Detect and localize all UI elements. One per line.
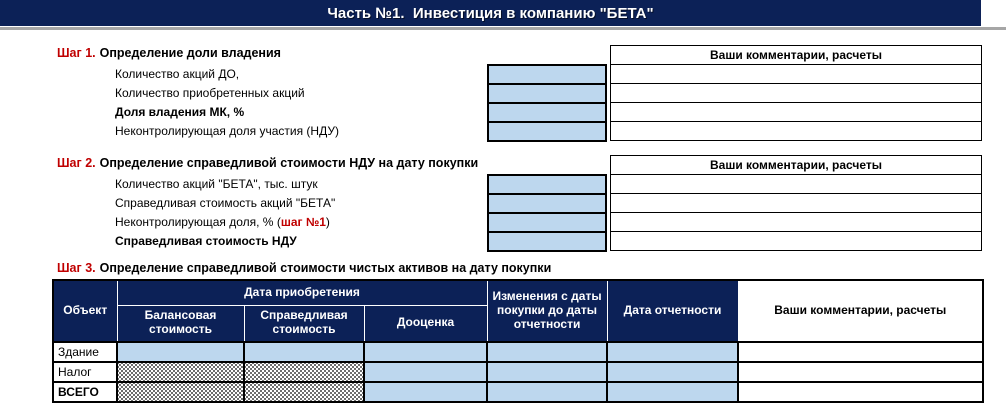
row-label-building: Здание xyxy=(52,341,118,363)
step3-table: Объект Дата приобретения Изменения с дат… xyxy=(52,279,985,403)
cell-building-revaluation[interactable] xyxy=(362,341,489,363)
cell-tax-fair-blocked xyxy=(243,361,365,383)
table-row-total: ВСЕГО xyxy=(52,381,985,403)
col-header-object: Объект xyxy=(52,279,118,343)
title-bar: Часть №1. Инвестиция в компанию "БЕТА" xyxy=(0,0,981,26)
step2-input-cell-1[interactable] xyxy=(487,193,607,214)
title-divider xyxy=(0,27,1006,30)
step2-row-label-2-prefix: Неконтролирующая доля, % ( xyxy=(115,215,281,229)
step1-comment-cell-0[interactable] xyxy=(610,64,982,84)
step1-comments-box: Ваши комментарии, расчеты xyxy=(610,45,982,141)
cell-building-fair[interactable] xyxy=(243,341,365,363)
cell-tax-changes[interactable] xyxy=(486,361,609,383)
step1-comment-cell-3[interactable] xyxy=(610,121,982,141)
row-label-tax: Налог xyxy=(52,361,118,383)
step1-header: Шаг 1. Определение доли владения xyxy=(57,46,281,60)
step3-number: Шаг 3. xyxy=(57,261,96,275)
cell-building-balance[interactable] xyxy=(116,341,245,363)
step1-input-cell-0[interactable] xyxy=(487,64,607,85)
step2-row-label-2-red: шаг №1 xyxy=(280,215,326,229)
step3-header: Шаг 3. Определение справедливой стоимости… xyxy=(57,261,551,275)
cell-total-fair-blocked xyxy=(243,381,365,403)
step2-row-label-3: Справедливая стоимость НДУ xyxy=(115,234,297,248)
step1-comment-cell-1[interactable] xyxy=(610,83,982,103)
step1-input-column xyxy=(487,64,607,142)
cell-tax-comment[interactable] xyxy=(737,361,985,383)
col-header-revaluation: Дооценка xyxy=(363,304,488,343)
col-header-fair-value: Справедливая стоимость xyxy=(243,304,365,343)
step1-input-cell-2[interactable] xyxy=(487,102,607,123)
step2-row-label-2-suffix: ) xyxy=(325,215,330,229)
cell-total-balance-blocked xyxy=(116,381,245,403)
step1-row-label-3: Неконтролирующая доля участия (НДУ) xyxy=(115,124,339,138)
cell-building-changes[interactable] xyxy=(486,341,609,363)
cell-tax-revaluation[interactable] xyxy=(362,361,489,383)
cell-total-comment[interactable] xyxy=(737,381,985,403)
step1-row-label-1: Количество приобретенных акций xyxy=(115,86,305,100)
cell-tax-report-date[interactable] xyxy=(606,361,740,383)
step2-comment-cell-3[interactable] xyxy=(610,231,982,251)
step2-row-label-2: Неконтролирующая доля, % (шаг №1) xyxy=(115,213,330,232)
step1-comments-header: Ваши комментарии, расчеты xyxy=(610,45,982,65)
cell-building-report-date[interactable] xyxy=(606,341,740,363)
step2-row-label-1: Справедливая стоимость акций "БЕТА" xyxy=(115,196,336,210)
col-header-report-date: Дата отчетности xyxy=(606,279,739,343)
table-row-tax: Налог xyxy=(52,361,985,383)
page-title: Часть №1. Инвестиция в компанию "БЕТА" xyxy=(327,4,654,22)
step1-input-cell-3[interactable] xyxy=(487,121,607,142)
step2-row-label-0: Количество акций "БЕТА", тыс. штук xyxy=(115,177,318,191)
step3-title: Определение справедливой стоимости чисты… xyxy=(99,261,552,275)
cell-tax-balance-blocked xyxy=(116,361,245,383)
step2-comment-cell-1[interactable] xyxy=(610,193,982,213)
row-label-total: ВСЕГО xyxy=(52,381,118,403)
col-header-changes: Изменения с даты покупки до даты отчетно… xyxy=(486,279,608,343)
step2-header: Шаг 2. Определение справедливой стоимости… xyxy=(57,156,478,170)
step1-number: Шаг 1. xyxy=(57,46,96,60)
step1-row-label-2: Доля владения МК, % xyxy=(115,105,245,119)
cell-building-comment[interactable] xyxy=(737,341,985,363)
step2-input-cell-0[interactable] xyxy=(487,174,607,195)
cell-total-revaluation[interactable] xyxy=(362,381,489,403)
step2-comment-cell-0[interactable] xyxy=(610,174,982,194)
step2-comment-cell-2[interactable] xyxy=(610,212,982,232)
step1-input-cell-1[interactable] xyxy=(487,83,607,104)
col-header-acquisition-date: Дата приобретения xyxy=(116,279,488,306)
table-row-building: Здание xyxy=(52,341,985,363)
cell-total-report-date[interactable] xyxy=(606,381,740,403)
step2-input-column xyxy=(487,174,607,252)
step1-title: Определение доли владения xyxy=(99,46,281,60)
step2-input-cell-2[interactable] xyxy=(487,212,607,233)
step2-input-cell-3[interactable] xyxy=(487,231,607,252)
step2-comments-header: Ваши комментарии, расчеты xyxy=(610,155,982,175)
cell-total-changes[interactable] xyxy=(486,381,609,403)
col-header-balance-value: Балансовая стоимость xyxy=(116,304,245,343)
step2-comments-box: Ваши комментарии, расчеты xyxy=(610,155,982,251)
step1-row-label-0: Количество акций ДО, xyxy=(115,67,240,81)
step2-number: Шаг 2. xyxy=(57,156,96,170)
step2-title: Определение справедливой стоимости НДУ н… xyxy=(99,156,479,170)
step1-comment-cell-2[interactable] xyxy=(610,102,982,122)
col-header-comments: Ваши комментарии, расчеты xyxy=(737,279,984,343)
